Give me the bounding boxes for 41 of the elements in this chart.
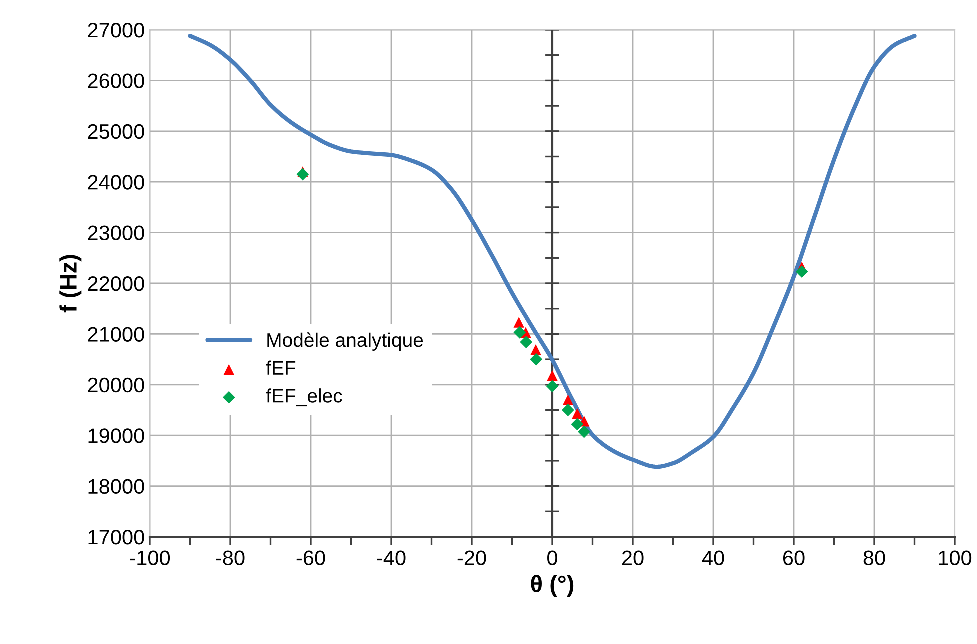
- x-tick-label: 20: [622, 550, 644, 566]
- x-axis-title: θ (°): [531, 575, 574, 598]
- y-tick-label: 21000: [88, 327, 144, 342]
- point: [514, 317, 524, 328]
- y-tick-label: 26000: [88, 74, 144, 88]
- x-tick-label: 0: [548, 550, 558, 566]
- point: [546, 380, 559, 393]
- x-tick-label: -100: [130, 550, 170, 566]
- x-tick-label: -40: [377, 550, 406, 566]
- y-tick-label: 24000: [88, 175, 144, 190]
- y-tick-label: 19000: [88, 428, 144, 444]
- point: [562, 404, 574, 416]
- y-tick-label: 20000: [88, 378, 144, 393]
- point: [578, 426, 591, 438]
- point: [296, 168, 310, 181]
- point: [562, 394, 574, 406]
- y-tick-label: 25000: [88, 124, 144, 140]
- y-tick-label: 17000: [88, 530, 144, 545]
- point: [530, 344, 542, 356]
- legend-label: Modèle analytique: [268, 332, 424, 352]
- y-tick-label: 27000: [88, 23, 144, 38]
- y-tick-label: 18000: [88, 479, 144, 494]
- x-tick-label: 80: [864, 550, 886, 566]
- x-tick-label: 60: [783, 550, 805, 566]
- point: [796, 266, 808, 278]
- point: [530, 353, 543, 366]
- legend-label: fEF: [266, 360, 296, 375]
- point: [514, 326, 526, 339]
- point: [520, 336, 533, 349]
- x-tick-label: 40: [702, 550, 724, 566]
- point: [571, 418, 584, 431]
- x-tick-label: -20: [458, 550, 486, 566]
- y-tick-label: 23000: [88, 226, 144, 241]
- x-tick-label: 100: [939, 550, 972, 566]
- point: [547, 370, 558, 382]
- y-axis-title: f (Hz): [60, 255, 82, 313]
- x-tick-label: -80: [216, 550, 245, 566]
- point: [572, 408, 583, 420]
- x-tick-label: -60: [296, 550, 326, 566]
- y-tick-label: 22000: [88, 276, 144, 292]
- legend-label: fEF_elec: [266, 388, 342, 407]
